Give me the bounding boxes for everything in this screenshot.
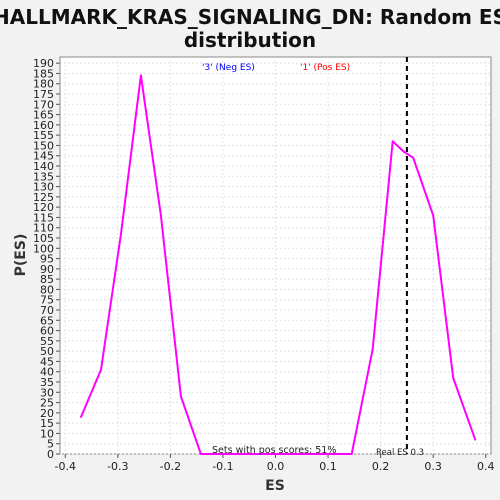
y-tick-label: 115 (33, 211, 54, 224)
series-point (402, 150, 405, 153)
y-tick-label: 10 (40, 427, 54, 440)
y-tick-label: 40 (40, 366, 54, 379)
y-tick-label: 50 (40, 345, 54, 358)
y-tick-label: 95 (40, 253, 54, 266)
x-tick-label: 0.2 (372, 460, 390, 473)
series-point (391, 140, 394, 143)
x-tick-label: 0.4 (477, 460, 495, 473)
y-tick-label: 130 (33, 181, 54, 194)
y-tick-label: 145 (33, 150, 54, 163)
y-tick-label: 75 (40, 294, 54, 307)
y-tick-label: 180 (33, 78, 54, 91)
y-tick-label: 65 (40, 314, 54, 327)
chart-title-line2: distribution (184, 28, 316, 52)
series-point (452, 376, 455, 379)
series-point (299, 453, 302, 455)
x-tick-label: 0.3 (424, 460, 442, 473)
series-point (371, 348, 374, 351)
x-tick-label: -0.3 (107, 460, 128, 473)
series-point (339, 453, 342, 455)
series-point (119, 232, 122, 235)
y-tick-label: 110 (33, 222, 54, 235)
y-tick-label: 140 (33, 160, 54, 173)
y-tick-label: 135 (33, 170, 54, 183)
series-point (279, 453, 282, 455)
plot-area (59, 56, 492, 455)
y-tick-label: 105 (33, 232, 54, 245)
chart-title-line1: HALLMARK_KRAS_SIGNALING_DN: Random ES (0, 5, 500, 29)
y-tick-label: 125 (33, 191, 54, 204)
y-tick-label: 165 (33, 109, 54, 122)
y-axis-ticks: 0510152025303540455055606570758085909510… (33, 57, 60, 461)
y-tick-label: 120 (33, 201, 54, 214)
series-point (80, 415, 83, 418)
series-point (319, 453, 322, 455)
y-tick-label: 70 (40, 304, 54, 317)
y-axis-label: P(ES) (13, 234, 29, 277)
y-tick-label: 85 (40, 273, 54, 286)
series-point (199, 453, 202, 455)
y-tick-label: 20 (40, 407, 54, 420)
y-tick-label: 15 (40, 417, 54, 430)
y-tick-label: 35 (40, 376, 54, 389)
legend-neg-es: '3' (Neg ES) (202, 63, 255, 73)
series-point (139, 74, 142, 77)
x-tick-label: 0.0 (267, 460, 285, 473)
series-point (159, 214, 162, 217)
y-tick-label: 185 (33, 67, 54, 80)
x-tick-label: -0.1 (212, 460, 233, 473)
series-line (80, 74, 477, 455)
y-tick-label: 80 (40, 283, 54, 296)
series-point (259, 453, 262, 455)
y-tick-label: 190 (33, 57, 54, 70)
y-tick-label: 175 (33, 88, 54, 101)
real-es-label: Real ES 0.3 (376, 448, 424, 458)
series-point (474, 438, 477, 441)
y-tick-label: 0 (47, 448, 54, 461)
x-tick-label: -0.4 (55, 460, 76, 473)
y-tick-label: 5 (47, 438, 54, 451)
series-point (432, 214, 435, 217)
x-tick-label: 0.1 (319, 460, 337, 473)
y-tick-label: 170 (33, 98, 54, 111)
y-tick-label: 60 (40, 325, 54, 338)
y-tick-label: 150 (33, 139, 54, 152)
y-tick-label: 45 (40, 355, 54, 368)
series-point (412, 156, 415, 159)
y-tick-label: 25 (40, 397, 54, 410)
x-axis-ticks: -0.4 -0.3 -0.2 -0.1 0.0 0.1 0.2 0.3 0.4 (55, 454, 495, 473)
x-tick-label: -0.2 (160, 460, 181, 473)
series-points (80, 74, 477, 455)
y-tick-label: 30 (40, 386, 54, 399)
y-tick-label: 55 (40, 335, 54, 348)
pos-scores-annotation: Sets with pos scores: 51% (212, 445, 336, 456)
legend-pos-es: '1' (Pos ES) (300, 63, 350, 73)
x-axis-label: ES (265, 478, 285, 494)
series-point (179, 395, 182, 398)
y-tick-label: 100 (33, 242, 54, 255)
y-tick-label: 155 (33, 129, 54, 142)
series-point (219, 453, 222, 455)
series-point (239, 453, 242, 455)
y-tick-label: 160 (33, 119, 54, 132)
series-point (350, 453, 353, 455)
y-tick-label: 90 (40, 263, 54, 276)
series-point (99, 368, 102, 371)
